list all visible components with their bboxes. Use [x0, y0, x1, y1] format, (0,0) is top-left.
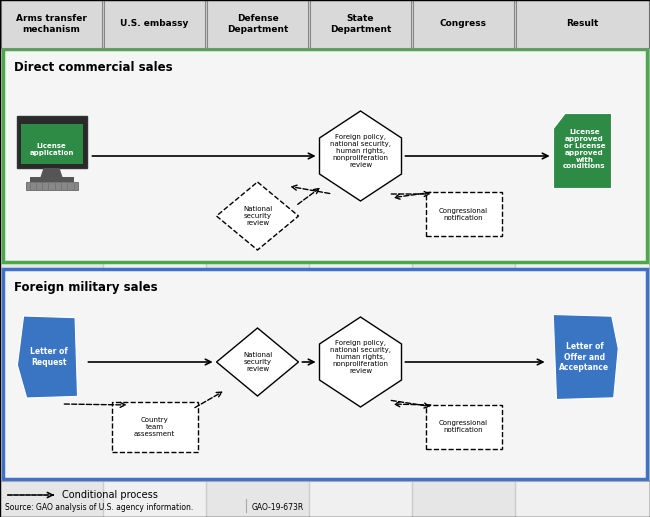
Bar	[16, 116, 86, 168]
Bar	[104, 0, 205, 48]
Text: National
security
review: National security review	[243, 206, 272, 226]
Bar	[207, 0, 308, 48]
Text: Congressional
notification: Congressional notification	[439, 207, 488, 220]
Text: Foreign military sales: Foreign military sales	[14, 281, 157, 294]
Bar	[25, 182, 77, 190]
Bar	[309, 0, 412, 517]
Bar	[206, 0, 309, 517]
Text: Result: Result	[566, 20, 599, 28]
Bar	[515, 0, 650, 517]
Polygon shape	[40, 168, 64, 180]
Text: Arms transfer
mechanism: Arms transfer mechanism	[16, 14, 87, 34]
Bar	[29, 177, 73, 182]
Text: Defense
Department: Defense Department	[227, 14, 288, 34]
Bar	[103, 0, 206, 517]
Bar	[3, 49, 647, 262]
Text: U.S. embassy: U.S. embassy	[120, 20, 188, 28]
Text: Country
team
assessment: Country team assessment	[134, 417, 175, 437]
Text: Congress: Congress	[440, 20, 487, 28]
Text: Letter of
Request: Letter of Request	[30, 347, 68, 367]
Polygon shape	[18, 316, 77, 398]
Text: License
application: License application	[29, 144, 73, 157]
Bar	[516, 0, 649, 48]
Bar	[0, 0, 103, 517]
Bar	[112, 402, 198, 452]
Text: License
approved
or License
approved
with
conditions: License approved or License approved wit…	[563, 129, 606, 170]
Polygon shape	[320, 317, 402, 407]
Bar	[413, 0, 514, 48]
Text: National
security
review: National security review	[243, 352, 272, 372]
Bar	[3, 269, 647, 479]
Bar	[426, 192, 502, 236]
Bar	[412, 0, 515, 517]
Text: GAO-19-673R: GAO-19-673R	[252, 503, 304, 511]
Bar	[21, 124, 83, 164]
Polygon shape	[216, 182, 298, 250]
Text: Conditional process: Conditional process	[62, 490, 158, 500]
Polygon shape	[554, 114, 612, 189]
Text: Foreign policy,
national security,
human rights,
nonproliferation
review: Foreign policy, national security, human…	[330, 340, 391, 374]
Text: Foreign policy,
national security,
human rights,
nonproliferation
review: Foreign policy, national security, human…	[330, 134, 391, 168]
Polygon shape	[216, 328, 298, 396]
Bar	[426, 405, 502, 449]
Text: State
Department: State Department	[330, 14, 391, 34]
Polygon shape	[320, 111, 402, 201]
Text: Source: GAO analysis of U.S. agency information.: Source: GAO analysis of U.S. agency info…	[5, 503, 193, 511]
Text: Direct commercial sales: Direct commercial sales	[14, 61, 173, 74]
Bar	[1, 0, 102, 48]
Text: Congressional
notification: Congressional notification	[439, 420, 488, 433]
Bar	[310, 0, 411, 48]
Text: Letter of
Offer and
Acceptance: Letter of Offer and Acceptance	[560, 342, 610, 372]
Polygon shape	[553, 314, 618, 400]
